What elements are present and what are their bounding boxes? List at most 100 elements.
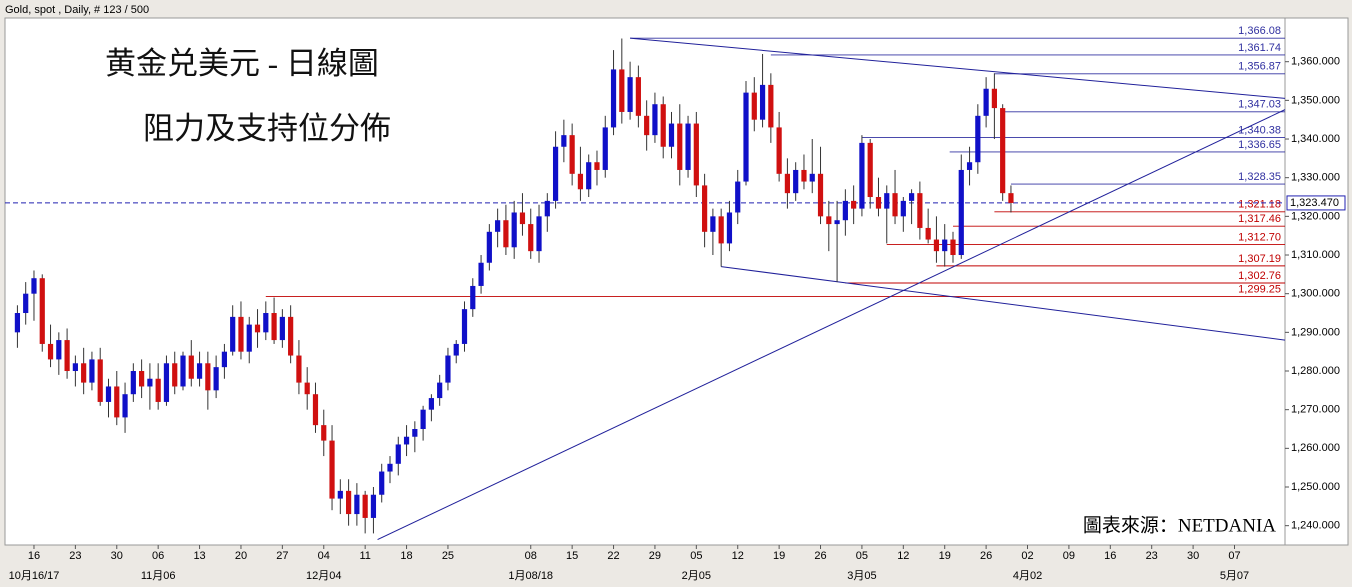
candle-body — [519, 212, 526, 225]
candle-body — [486, 231, 492, 263]
candle-body — [163, 363, 170, 402]
candle-body — [329, 440, 335, 499]
month-label: 5月07 — [1220, 570, 1249, 582]
candle-body — [809, 173, 815, 182]
candle-body — [635, 77, 641, 116]
month-label: 1月08/18 — [508, 570, 553, 582]
candle-body — [801, 169, 807, 182]
candle-body — [577, 173, 584, 190]
level-label: 1,340.38 — [1238, 124, 1281, 136]
candle-body — [246, 324, 252, 352]
x-tick-label: 25 — [442, 550, 454, 562]
level-label: 1,321.18 — [1238, 199, 1281, 211]
level-label: 1,312.70 — [1238, 231, 1281, 243]
candle-body — [685, 123, 691, 170]
y-tick-label: 1,310.000 — [1291, 249, 1340, 261]
x-tick-label: 12 — [732, 550, 744, 562]
candle-body — [279, 316, 285, 341]
candle-body — [230, 316, 236, 352]
candle-body — [561, 135, 567, 147]
header: Gold, spot , Daily, # 123 / 500 — [5, 4, 149, 16]
x-tick-label: 16 — [28, 550, 40, 562]
candle-body — [114, 386, 120, 418]
candle-body — [155, 378, 161, 402]
x-tick-label: 08 — [525, 550, 537, 562]
candle-body — [296, 355, 302, 383]
y-tick-label: 1,350.000 — [1291, 94, 1340, 106]
candle-body — [254, 324, 261, 333]
candle-body — [536, 216, 542, 252]
level-label: 1,317.46 — [1238, 213, 1281, 225]
candle-body — [14, 313, 21, 333]
y-tick-label: 1,300.000 — [1291, 288, 1340, 300]
candle-body — [420, 409, 426, 430]
x-tick-label: 05 — [690, 550, 702, 562]
candle-body — [660, 104, 666, 147]
candle-body — [776, 127, 782, 174]
candle-body — [1008, 193, 1014, 203]
x-tick-label: 19 — [773, 550, 785, 562]
candle-body — [991, 88, 997, 109]
candle-body — [147, 378, 153, 387]
x-tick-label: 26 — [980, 550, 992, 562]
candle-body — [81, 363, 87, 383]
candle-body — [677, 123, 683, 170]
candle-body — [56, 340, 62, 360]
candle-body — [917, 193, 923, 228]
candle-body — [445, 355, 451, 383]
candle-body — [544, 200, 550, 217]
candle-body — [321, 425, 327, 441]
month-label: 4月02 — [1013, 570, 1042, 582]
candle-body — [221, 351, 228, 368]
candle-body — [403, 436, 410, 445]
candle-body — [710, 216, 716, 232]
candle-body — [122, 394, 128, 418]
y-tick-label: 1,260.000 — [1291, 442, 1340, 454]
candle-body — [31, 278, 37, 294]
month-label: 10月16/17 — [9, 570, 60, 582]
chart-title: 黄金兑美元 - 日線圖 — [105, 46, 379, 81]
x-tick-label: 23 — [1146, 550, 1158, 562]
trend-line — [377, 109, 1286, 541]
candle-body — [842, 200, 848, 221]
candle-body — [892, 193, 898, 217]
x-tick-label: 06 — [152, 550, 164, 562]
candle-body — [619, 69, 625, 112]
chart-subtitle: 阻力及支持位分佈 — [143, 111, 391, 146]
candle-body — [834, 220, 840, 225]
level-label: 1,366.08 — [1238, 25, 1281, 37]
candle-body — [925, 227, 931, 240]
candle-body — [610, 69, 617, 128]
candle-body — [495, 220, 501, 232]
level-label: 1,361.74 — [1238, 42, 1281, 54]
candle-body — [528, 224, 534, 252]
level-label: 1,356.87 — [1238, 61, 1281, 73]
candle-body — [817, 173, 824, 217]
candle-body — [702, 185, 708, 232]
candle-body — [908, 193, 915, 201]
candle-body — [851, 200, 857, 209]
x-tick-label: 11 — [359, 550, 370, 562]
candle-body — [105, 386, 112, 402]
y-tick-label: 1,340.000 — [1291, 133, 1340, 145]
candle-body — [668, 123, 675, 147]
x-tick-label: 29 — [649, 550, 661, 562]
candle-body — [602, 127, 608, 170]
candle-body — [387, 463, 393, 472]
candle-body — [139, 371, 145, 387]
y-tick-label: 1,250.000 — [1291, 481, 1340, 493]
candle-body — [726, 212, 733, 244]
month-label: 2月05 — [682, 570, 711, 582]
level-label: 1,336.65 — [1238, 139, 1281, 151]
candle-body — [652, 104, 658, 136]
month-label: 11月06 — [141, 570, 176, 582]
level-label: 1,299.25 — [1238, 283, 1281, 295]
x-tick-label: 18 — [400, 550, 412, 562]
candle-body — [470, 285, 476, 310]
candle-body — [238, 316, 244, 352]
x-tick-label: 12 — [897, 550, 909, 562]
y-tick-label: 1,360.000 — [1291, 56, 1340, 68]
candle-body — [188, 355, 194, 379]
candle-body — [47, 343, 54, 360]
candle-body — [97, 359, 103, 402]
